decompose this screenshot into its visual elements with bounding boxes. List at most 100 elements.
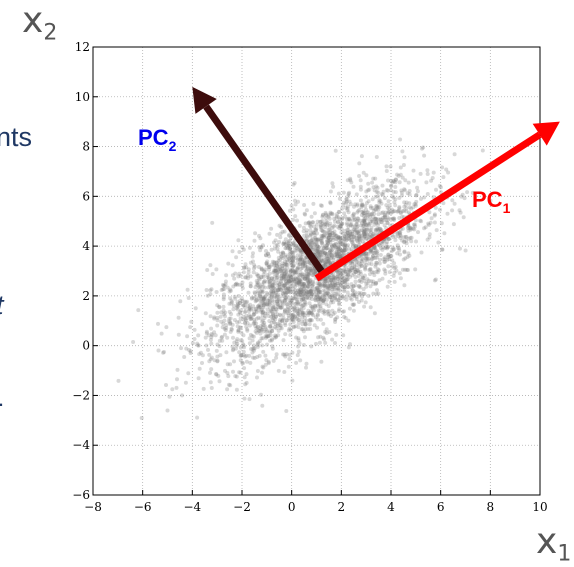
data-point bbox=[364, 223, 369, 227]
data-point bbox=[373, 248, 378, 253]
data-point bbox=[393, 203, 398, 208]
data-point bbox=[334, 291, 339, 296]
data-point bbox=[356, 291, 361, 295]
data-point bbox=[344, 217, 349, 222]
data-point bbox=[322, 283, 327, 288]
data-point bbox=[386, 252, 391, 257]
data-point bbox=[255, 308, 259, 313]
data-point bbox=[341, 296, 346, 301]
data-point bbox=[260, 313, 265, 317]
data-point bbox=[306, 271, 311, 276]
data-point bbox=[217, 344, 222, 349]
data-point bbox=[357, 238, 362, 243]
data-point bbox=[295, 267, 300, 272]
data-point bbox=[212, 315, 217, 320]
data-point bbox=[314, 240, 319, 245]
data-point bbox=[317, 256, 322, 261]
data-point bbox=[208, 263, 213, 268]
data-point bbox=[315, 313, 320, 318]
data-point bbox=[256, 315, 261, 320]
data-point bbox=[310, 273, 315, 277]
data-point bbox=[286, 316, 291, 320]
data-point bbox=[180, 393, 185, 398]
data-point bbox=[224, 323, 229, 327]
data-point bbox=[242, 302, 247, 307]
data-point bbox=[440, 247, 445, 252]
data-point bbox=[319, 238, 324, 243]
data-point bbox=[328, 275, 333, 280]
data-point bbox=[285, 286, 290, 291]
data-point bbox=[261, 305, 266, 310]
data-point bbox=[281, 352, 286, 357]
data-point bbox=[328, 221, 333, 226]
data-point bbox=[235, 320, 240, 325]
data-point bbox=[274, 294, 279, 299]
data-point bbox=[318, 223, 323, 228]
data-point bbox=[357, 174, 362, 178]
data-point bbox=[336, 292, 341, 297]
data-point bbox=[309, 287, 314, 292]
data-point bbox=[349, 266, 354, 270]
data-point bbox=[339, 222, 344, 227]
data-point bbox=[346, 345, 351, 350]
data-point bbox=[340, 270, 345, 275]
data-point bbox=[363, 233, 368, 238]
data-point bbox=[311, 313, 316, 318]
data-point bbox=[390, 245, 395, 250]
data-point bbox=[254, 297, 259, 302]
data-point bbox=[308, 221, 313, 226]
data-point bbox=[257, 277, 262, 282]
data-point bbox=[250, 295, 254, 300]
data-point bbox=[272, 274, 277, 279]
data-point bbox=[294, 335, 299, 340]
data-point bbox=[384, 188, 389, 192]
data-point bbox=[175, 377, 179, 382]
data-point bbox=[347, 233, 352, 238]
data-point bbox=[328, 201, 333, 206]
data-point bbox=[373, 207, 378, 212]
data-point bbox=[400, 214, 405, 219]
data-point bbox=[279, 267, 283, 272]
data-point bbox=[271, 306, 275, 311]
data-point bbox=[361, 287, 366, 292]
data-point bbox=[313, 305, 318, 309]
data-point bbox=[333, 295, 338, 300]
data-point bbox=[279, 279, 284, 284]
data-point bbox=[283, 281, 288, 286]
data-point bbox=[223, 314, 227, 319]
data-point bbox=[296, 325, 301, 330]
data-point bbox=[353, 269, 358, 274]
data-point bbox=[326, 235, 331, 240]
data-point bbox=[195, 341, 200, 346]
data-point bbox=[283, 354, 288, 359]
data-point bbox=[289, 203, 294, 208]
data-point bbox=[402, 249, 407, 254]
data-point bbox=[269, 308, 273, 313]
data-point bbox=[296, 300, 301, 305]
data-point bbox=[338, 239, 343, 244]
data-point bbox=[353, 290, 358, 295]
data-point bbox=[382, 196, 387, 201]
data-point bbox=[328, 189, 333, 194]
data-point bbox=[303, 327, 308, 332]
data-point bbox=[460, 192, 465, 197]
data-point bbox=[381, 245, 386, 250]
data-point bbox=[353, 283, 358, 288]
data-point bbox=[267, 231, 272, 236]
data-point bbox=[304, 230, 309, 235]
data-point bbox=[409, 226, 414, 231]
data-point bbox=[261, 329, 266, 334]
data-point bbox=[362, 252, 367, 256]
data-point bbox=[305, 295, 310, 300]
data-point bbox=[374, 207, 379, 212]
data-point bbox=[289, 275, 294, 280]
data-point bbox=[230, 263, 235, 268]
data-point bbox=[321, 335, 326, 340]
data-point bbox=[380, 183, 385, 188]
data-point bbox=[347, 217, 352, 222]
data-point bbox=[346, 224, 351, 229]
data-point bbox=[252, 311, 257, 316]
data-point bbox=[230, 300, 235, 305]
data-point bbox=[300, 262, 305, 267]
data-point bbox=[387, 279, 392, 284]
